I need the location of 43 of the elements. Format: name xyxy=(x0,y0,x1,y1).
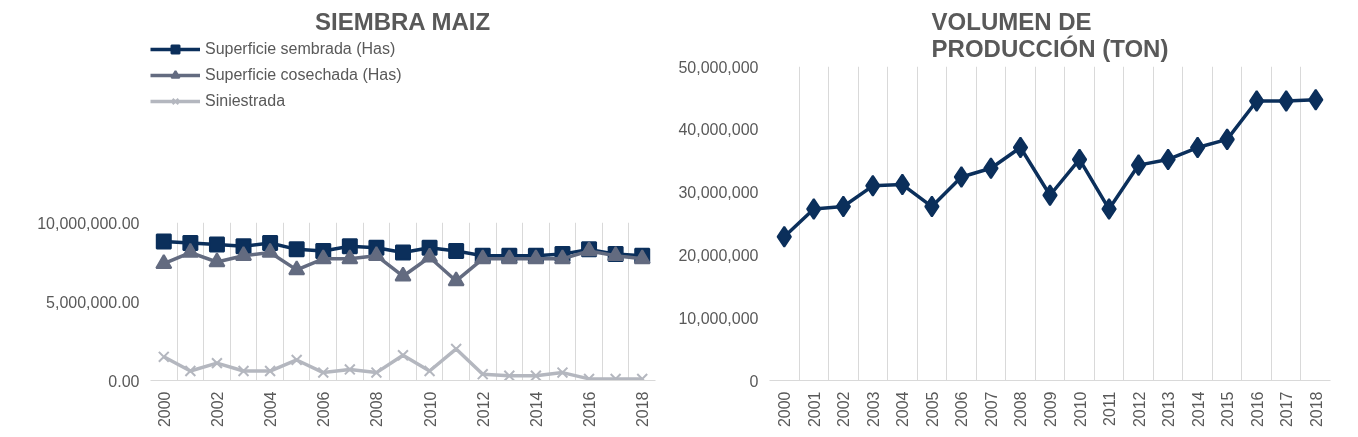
x-tick-label: 2004 xyxy=(894,391,912,428)
x-tick-label: 2006 xyxy=(315,391,333,428)
y-tick-label: 0 xyxy=(749,372,759,390)
x-tick-label: 2010 xyxy=(1071,391,1089,428)
x-tick-label: 2012 xyxy=(1130,391,1148,428)
x-tick-label: 2014 xyxy=(527,391,545,428)
legend-label: Siniestrada xyxy=(205,92,286,110)
y-tick-label: 10,000,000.00 xyxy=(37,214,140,232)
x-tick-label: 2018 xyxy=(1307,391,1325,428)
x-tick-label: 2004 xyxy=(262,391,280,428)
x-tick-label: 2016 xyxy=(581,391,599,428)
x-tick-label: 2014 xyxy=(1189,391,1207,428)
x-tick-label: 2000 xyxy=(776,391,794,428)
x-tick-label: 2010 xyxy=(421,391,439,428)
y-tick-label: 40,000,000 xyxy=(678,121,759,139)
y-tick-label: 10,000,000 xyxy=(678,309,759,327)
x-tick-label: 2002 xyxy=(835,391,853,428)
x-tick-label: 2006 xyxy=(953,391,971,428)
chart-title: SIEMBRA MAIZ xyxy=(315,7,491,35)
x-tick-label: 2002 xyxy=(208,391,226,428)
x-tick-label: 2009 xyxy=(1042,391,1059,428)
y-tick-label: 30,000,000 xyxy=(678,184,759,202)
x-tick-label: 2003 xyxy=(864,391,882,428)
x-tick-label: 2007 xyxy=(982,391,1000,428)
y-tick-label: 20,000,000 xyxy=(678,246,759,264)
legend-label: Superficie cosechada (Has) xyxy=(205,66,402,84)
legend-label: Superficie sembrada (Has) xyxy=(205,40,396,58)
y-tick-label: 0.00 xyxy=(108,372,140,390)
x-tick-label: 2005 xyxy=(923,391,941,428)
x-tick-label: 2012 xyxy=(474,391,492,428)
x-tick-label: 2013 xyxy=(1160,391,1178,428)
x-tick-label: 2016 xyxy=(1248,391,1266,428)
x-tick-label: 2008 xyxy=(1012,391,1030,428)
x-tick-label: 2001 xyxy=(805,391,823,428)
x-tick-label: 2011 xyxy=(1101,391,1119,426)
y-tick-label: 50,000,000 xyxy=(678,58,759,76)
x-tick-label: 2000 xyxy=(155,391,173,428)
x-tick-label: 2015 xyxy=(1219,391,1237,428)
chart-title: VOLUMEN DE PRODUCCIÓN (TON) xyxy=(931,7,1169,62)
x-tick-label: 2017 xyxy=(1278,391,1296,428)
x-tick-label: 2008 xyxy=(368,391,386,428)
y-tick-label: 5,000,000.00 xyxy=(46,293,140,311)
x-tick-label: 2018 xyxy=(634,391,652,428)
